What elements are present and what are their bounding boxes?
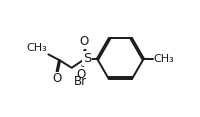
- Text: CH₃: CH₃: [152, 53, 173, 64]
- Text: S: S: [82, 52, 91, 65]
- Text: CH₃: CH₃: [27, 43, 47, 53]
- Text: O: O: [52, 72, 61, 85]
- Text: O: O: [79, 35, 88, 48]
- Text: O: O: [76, 68, 85, 81]
- Text: Br: Br: [74, 75, 87, 88]
